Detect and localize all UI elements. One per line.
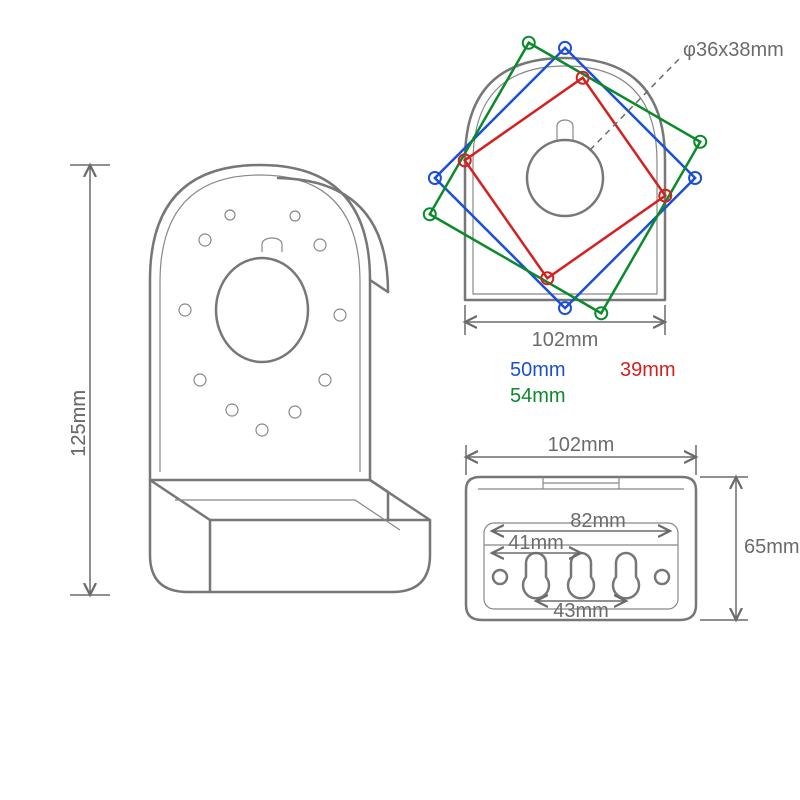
label-blue: 50mm (510, 359, 566, 381)
dim-height: 125mm 125mm (68, 165, 110, 595)
label-red: 39mm (620, 359, 676, 381)
front-view: φ36x38mm 102mm 50mm 39mm 54mm (422, 35, 784, 407)
dim-front-width: 102mm (465, 305, 665, 351)
center-hole (527, 120, 603, 216)
slots (493, 553, 669, 598)
iso-view: 125mm 125mm (68, 165, 430, 595)
dim-43: 43mm (536, 600, 626, 622)
bracket-iso (150, 165, 430, 592)
label-green: 54mm (510, 385, 566, 407)
dim-82: 82mm (492, 510, 670, 532)
svg-text:125mm: 125mm (68, 390, 90, 457)
top-view: 102mm 82mm 41mm 43mm (466, 434, 800, 622)
dim-depth-label: 65mm (744, 536, 800, 558)
svg-text:41mm: 41mm (508, 532, 564, 554)
dim-front-width-label: 102mm (532, 329, 599, 351)
svg-text:43mm: 43mm (553, 600, 609, 622)
dim-top-width: 102mm (466, 434, 696, 475)
dim-top-width-label: 102mm (548, 434, 615, 456)
dim-diameter-label: φ36x38mm (683, 39, 784, 61)
dim-41: 41mm (492, 532, 581, 554)
svg-text:82mm: 82mm (570, 510, 626, 532)
dim-depth: 65mm (700, 477, 800, 620)
